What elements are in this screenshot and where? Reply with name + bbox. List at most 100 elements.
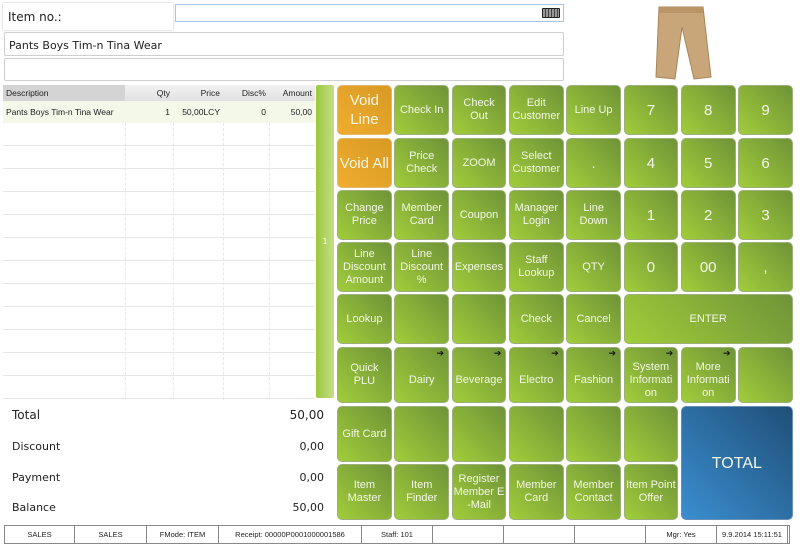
0-button[interactable]: 0 — [623, 242, 679, 292]
button-label: TOTAL — [711, 454, 762, 472]
member-card-button[interactable]: Member Card — [508, 464, 564, 520]
empty-button[interactable] — [394, 294, 450, 344]
empty-button[interactable] — [451, 294, 507, 344]
key-button[interactable]: . — [566, 138, 621, 188]
button-label: More Informati on — [686, 360, 730, 399]
sales-lines-grid[interactable]: Description Qty Price Disc% Amount Pants… — [3, 85, 315, 400]
cell-disc: 0 — [261, 107, 266, 117]
col-disc[interactable]: Disc% — [241, 88, 266, 98]
select-customer-button[interactable]: Select Customer — [508, 138, 564, 188]
line-discount-button[interactable]: Line Discount % — [394, 242, 450, 292]
button-label: Item Point Offer — [626, 479, 676, 504]
empty-button[interactable] — [623, 406, 679, 462]
8-button[interactable]: 8 — [680, 85, 736, 135]
key-button[interactable]: , — [738, 242, 793, 292]
button-label: Cancel — [576, 312, 611, 325]
9-button[interactable]: 9 — [738, 85, 793, 135]
manager-login-button[interactable]: Manager Login — [508, 190, 564, 240]
quick-plu-button[interactable]: Quick PLU — [337, 347, 392, 403]
table-row[interactable]: Pants Boys Tim-n Tina Wear 1 50,00LCY 0 … — [3, 101, 315, 123]
button-label: 4 — [646, 154, 656, 172]
button-label: Price Check — [406, 150, 438, 175]
00-button[interactable]: 00 — [680, 242, 736, 292]
check-button[interactable]: Check — [508, 294, 564, 344]
button-label: Lookup — [346, 312, 383, 325]
zoom-button[interactable]: ZOOM — [451, 138, 507, 188]
6-button[interactable]: 6 — [738, 138, 793, 188]
void-all-button[interactable]: Void All — [337, 138, 392, 188]
more-informati-on-button[interactable]: More Informati on ➔ — [680, 347, 736, 403]
col-price[interactable]: Price — [200, 88, 220, 98]
payment-label: Payment — [12, 471, 61, 484]
2-button[interactable]: 2 — [680, 190, 736, 240]
button-label: ENTER — [689, 312, 727, 325]
check-in-button[interactable]: Check In — [394, 85, 450, 135]
button-label: Check — [520, 312, 552, 325]
lookup-button[interactable]: Lookup — [337, 294, 392, 344]
button-label: Manager Login — [514, 202, 558, 227]
empty-button[interactable] — [451, 406, 507, 462]
button-label: Member Contact — [573, 479, 614, 504]
item-info-field — [4, 58, 564, 81]
col-description[interactable]: Description — [3, 85, 125, 101]
1-button[interactable]: 1 — [623, 190, 679, 240]
cancel-button[interactable]: Cancel — [566, 294, 621, 344]
button-label: Item Finder — [406, 479, 438, 504]
change-price-button[interactable]: Change Price — [337, 190, 392, 240]
button-label: 6 — [761, 154, 770, 172]
edit-customer-button[interactable]: Edit Customer — [508, 85, 564, 135]
button-label: Line Discount Amount — [343, 247, 386, 286]
item-no-input[interactable] — [175, 4, 564, 22]
button-label: Staff Lookup — [518, 254, 555, 279]
item-description-field: Pants Boys Tim-n Tina Wear — [4, 32, 564, 56]
item-finder-button[interactable]: Item Finder — [394, 464, 450, 520]
item-master-button[interactable]: Item Master — [337, 464, 392, 520]
check-out-button[interactable]: Check Out — [451, 85, 507, 135]
dairy-button[interactable]: Dairy ➔ — [394, 347, 450, 403]
item-point-offer-button[interactable]: Item Point Offer — [623, 464, 679, 520]
electro-button[interactable]: Electro ➔ — [508, 347, 564, 403]
4-button[interactable]: 4 — [623, 138, 679, 188]
void-line-button[interactable]: Void Line — [337, 85, 392, 135]
button-label: Electro — [519, 373, 554, 386]
3-button[interactable]: 3 — [738, 190, 793, 240]
qty-button[interactable]: QTY — [566, 242, 621, 292]
button-label: 2 — [704, 206, 713, 224]
button-label: 7 — [646, 101, 656, 119]
payment-row: Payment 0,00 — [12, 471, 324, 484]
page-scroll-strip[interactable]: 1 — [316, 85, 334, 398]
line-discount-amount-button[interactable]: Line Discount Amount — [337, 242, 392, 292]
staff-lookup-button[interactable]: Staff Lookup — [508, 242, 564, 292]
empty-button[interactable] — [566, 406, 621, 462]
7-button[interactable]: 7 — [623, 85, 679, 135]
col-amount[interactable]: Amount — [282, 88, 312, 98]
discount-value: 0,00 — [299, 440, 325, 453]
member-card-button[interactable]: Member Card — [394, 190, 450, 240]
beverage-button[interactable]: Beverage ➔ — [451, 347, 507, 403]
keyboard-icon[interactable] — [542, 8, 560, 18]
fashion-button[interactable]: Fashion ➔ — [566, 347, 621, 403]
balance-row: Balance 50,00 — [12, 501, 324, 514]
enter-button[interactable]: ENTER — [623, 294, 793, 344]
empty-button[interactable] — [508, 406, 564, 462]
empty-button[interactable] — [394, 406, 450, 462]
col-qty[interactable]: Qty — [156, 88, 170, 98]
product-image-pants — [655, 6, 712, 80]
total-button[interactable]: TOTAL — [680, 406, 793, 520]
coupon-button[interactable]: Coupon — [451, 190, 507, 240]
line-down-button[interactable]: Line Down — [566, 190, 621, 240]
expenses-button[interactable]: Expenses — [451, 242, 507, 292]
button-label: Register Member E -Mail — [453, 472, 505, 511]
submenu-arrow-icon: ➔ — [723, 348, 731, 358]
button-label: Line Down — [579, 202, 608, 227]
button-label: Dairy — [408, 373, 435, 386]
empty-button[interactable] — [738, 347, 793, 403]
register-member-e-mail-button[interactable]: Register Member E -Mail — [451, 464, 507, 520]
member-contact-button[interactable]: Member Contact — [566, 464, 621, 520]
price-check-button[interactable]: Price Check — [394, 138, 450, 188]
line-up-button[interactable]: Line Up — [566, 85, 621, 135]
gift-card-button[interactable]: Gift Card — [337, 406, 392, 462]
5-button[interactable]: 5 — [680, 138, 736, 188]
system-informati-on-button[interactable]: System Informati on ➔ — [623, 347, 679, 403]
payment-value: 0,00 — [299, 471, 325, 484]
